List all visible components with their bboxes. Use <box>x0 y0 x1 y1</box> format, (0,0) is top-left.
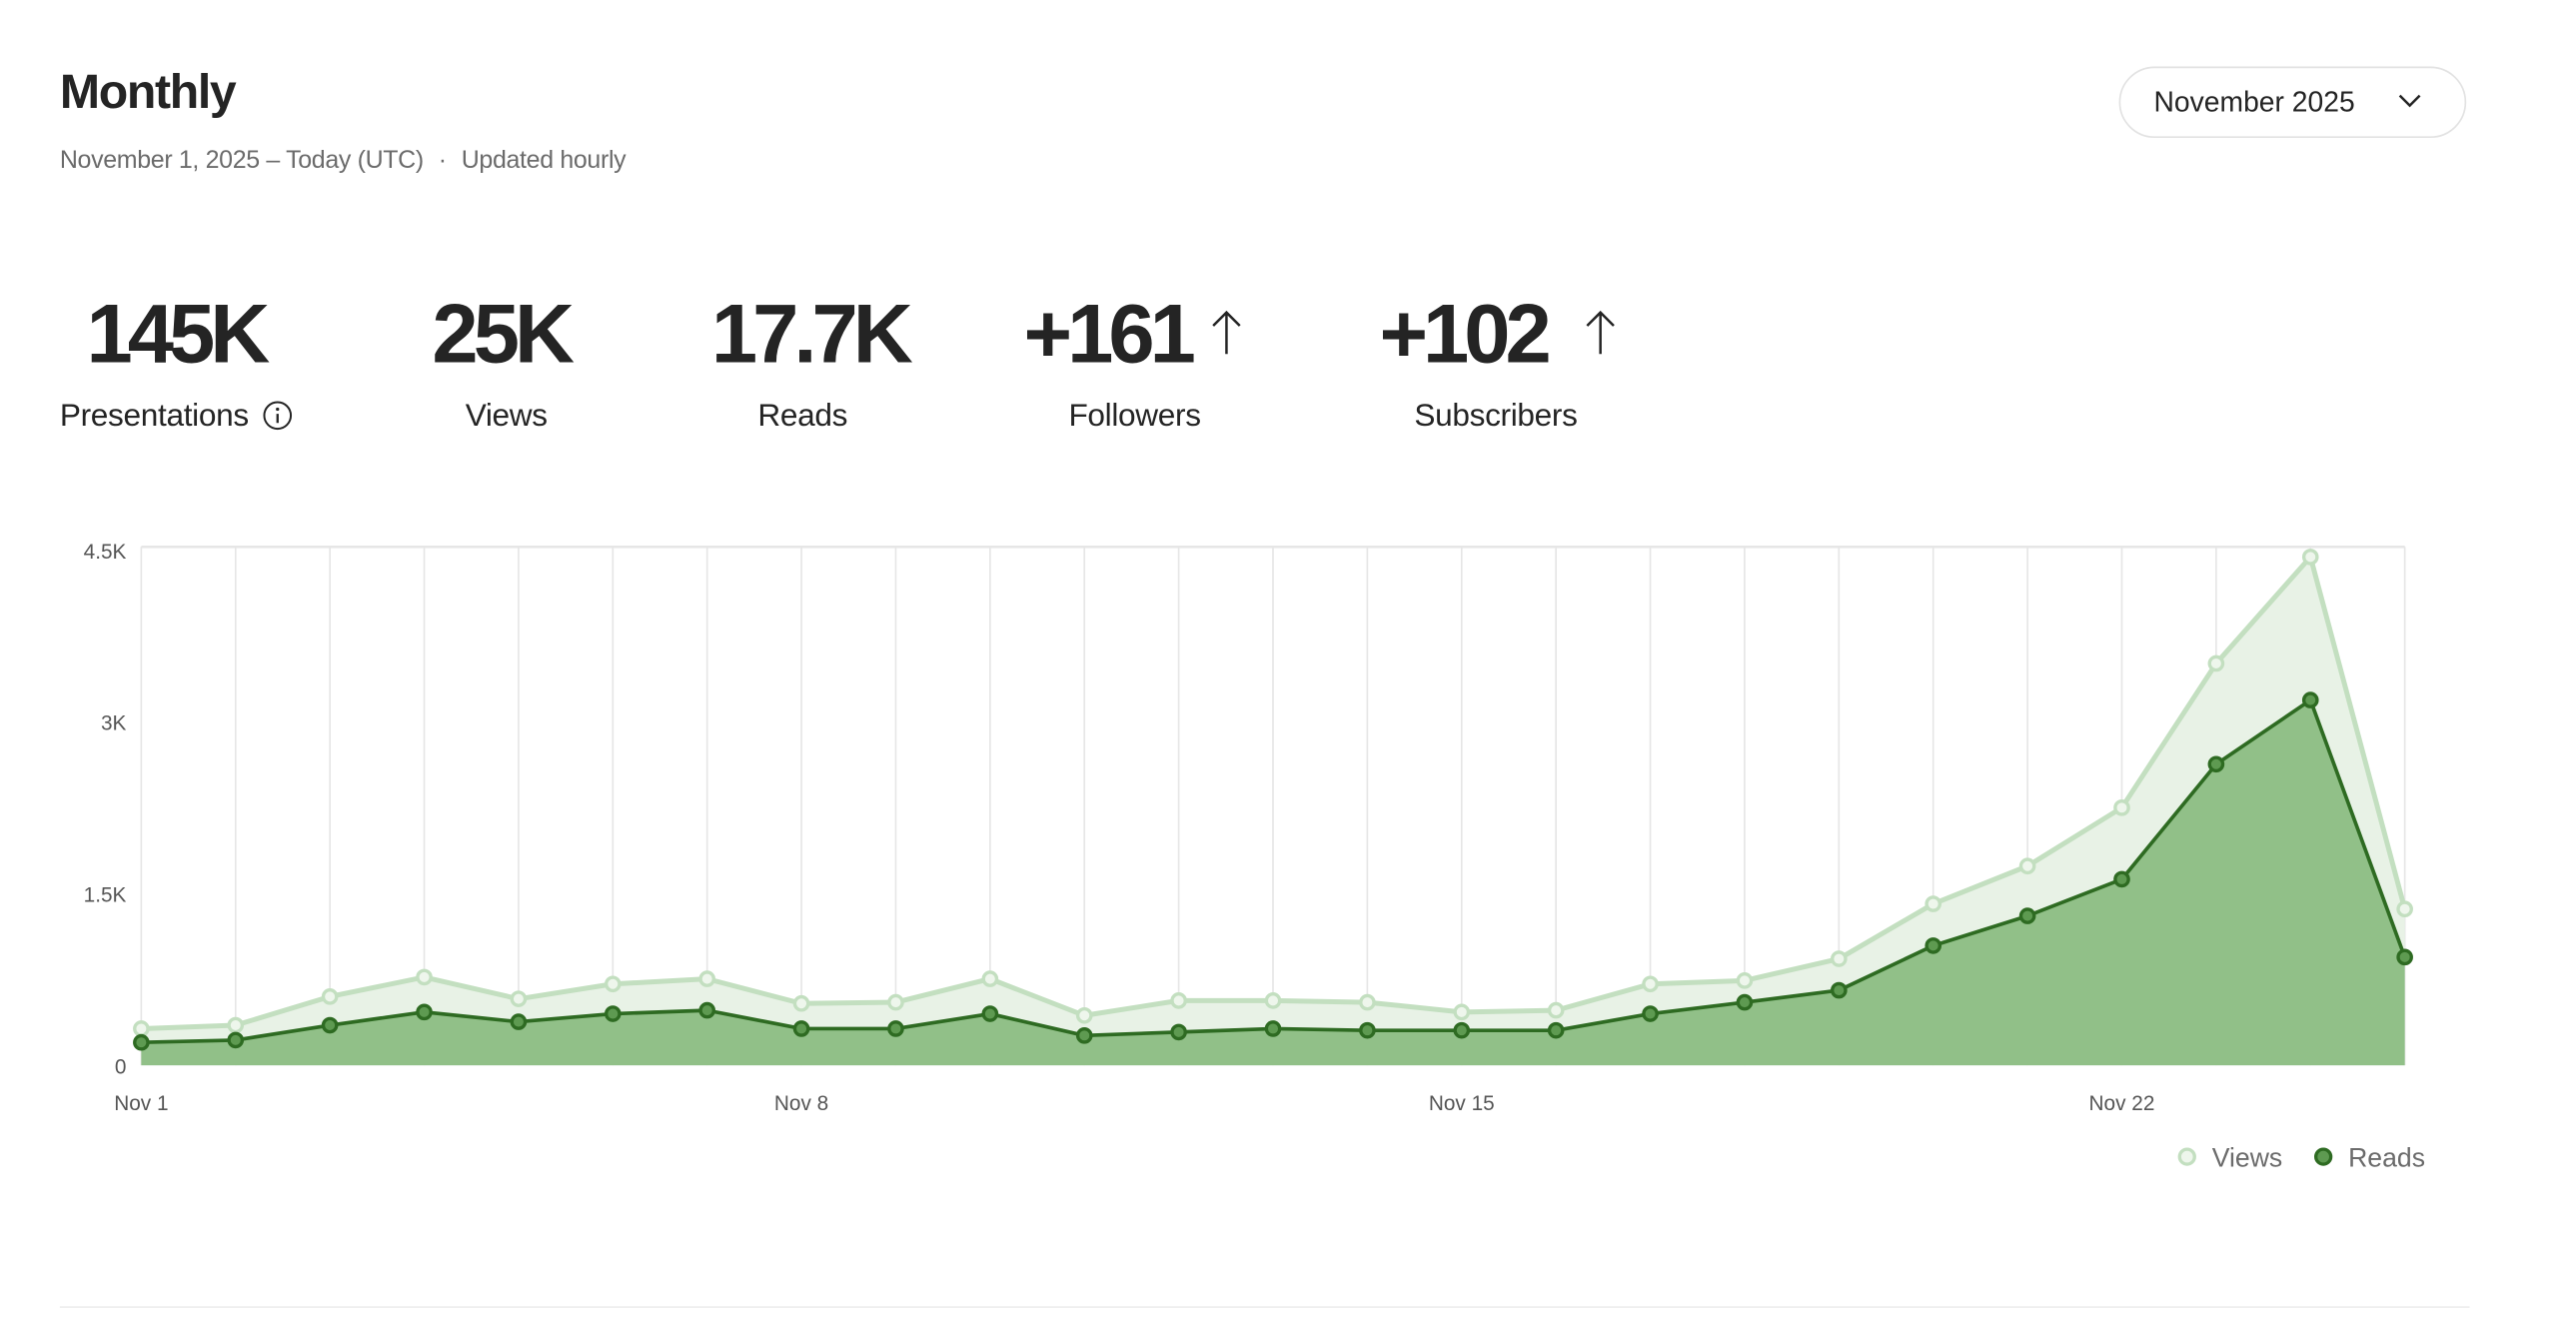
point-views <box>792 994 810 1012</box>
point-reads <box>1547 1021 1565 1039</box>
page-title: Monthly <box>59 66 237 120</box>
arrow-up-icon <box>1586 310 1615 355</box>
point-views <box>981 970 999 987</box>
point-reads <box>1264 1020 1282 1037</box>
point-views <box>698 970 716 987</box>
point-reads <box>416 1003 433 1021</box>
point-views <box>2207 655 2225 672</box>
point-views <box>416 968 433 986</box>
separator: · <box>438 146 447 175</box>
stat-label-text: Presentations <box>59 399 249 435</box>
point-views <box>1736 972 1754 989</box>
stat-presentations-label: Presentations <box>60 399 292 436</box>
point-reads <box>227 1031 245 1049</box>
period-dropdown-value: November 2025 <box>2153 85 2355 118</box>
point-reads <box>321 1016 339 1034</box>
x-tick-label: Nov 15 <box>1429 1092 1495 1115</box>
chart-areas <box>141 557 2405 1066</box>
point-views <box>1359 993 1376 1011</box>
point-views <box>1170 992 1187 1009</box>
x-tick-label: Nov 1 <box>114 1092 168 1115</box>
point-reads <box>1075 1027 1093 1044</box>
x-tick-label: Nov 8 <box>774 1092 828 1115</box>
subtitle: November 1, 2025 – Today (UTC) · Updated h… <box>59 146 627 175</box>
point-reads <box>1736 993 1754 1011</box>
stat-subscribers-label: Subscribers <box>1414 399 1578 435</box>
point-views <box>2301 549 2319 566</box>
stat-presentations-value: 145K <box>86 287 270 381</box>
divider <box>59 1306 2470 1308</box>
period-dropdown[interactable]: November 2025 <box>2118 66 2467 139</box>
point-reads <box>792 1020 810 1037</box>
point-reads <box>1359 1021 1376 1039</box>
chart-legend: Views Reads <box>2177 1143 2425 1173</box>
point-reads <box>1831 981 1848 999</box>
stat-followers-label: Followers <box>1068 399 1201 435</box>
point-views <box>1642 975 1659 993</box>
legend-label-reads: Reads <box>2348 1143 2425 1173</box>
stat-subscribers-value: +102 <box>1379 287 1551 381</box>
y-axis-ticks: 0 1.5K 3K 4.5K <box>84 541 127 1079</box>
point-reads <box>2018 907 2036 924</box>
stat-views-value: 25K <box>432 287 575 381</box>
point-views <box>2018 857 2036 875</box>
legend-marker-reads <box>2314 1147 2333 1166</box>
x-axis-ticks: Nov 1 Nov 8 Nov 15 Nov 22 <box>114 1092 2154 1115</box>
y-tick-label: 0 <box>115 1055 127 1078</box>
y-tick-label: 3K <box>101 712 127 735</box>
info-icon[interactable] <box>262 401 292 431</box>
stat-reads-value: 17.7K <box>710 287 913 381</box>
legend-label-views: Views <box>2212 1143 2283 1173</box>
point-views <box>604 975 622 993</box>
point-views <box>1264 992 1282 1009</box>
point-views <box>2396 900 2413 918</box>
point-reads <box>2113 870 2130 888</box>
point-views <box>1831 950 1848 967</box>
point-reads <box>2301 691 2319 708</box>
legend-marker-views <box>2177 1147 2196 1166</box>
stat-reads-label: Reads <box>757 399 848 435</box>
point-reads <box>604 1005 622 1022</box>
point-views <box>1547 1001 1565 1019</box>
stat-views-label: Views <box>465 399 548 435</box>
point-views <box>227 1016 245 1034</box>
y-tick-label: 1.5K <box>84 884 127 907</box>
point-reads <box>1453 1021 1471 1039</box>
point-views <box>1453 1003 1471 1021</box>
stat-followers-value: +161 <box>1023 287 1196 381</box>
point-reads <box>887 1020 904 1037</box>
point-reads <box>1925 937 1942 954</box>
arrow-up-icon <box>1212 310 1241 355</box>
point-views <box>1925 895 1942 912</box>
point-views <box>321 988 339 1005</box>
point-reads <box>1170 1023 1187 1041</box>
update-note: Updated hourly <box>461 146 627 175</box>
area-reads <box>141 699 2405 1066</box>
point-reads <box>2396 948 2413 966</box>
y-tick-label: 4.5K <box>84 541 127 564</box>
point-views <box>2113 798 2130 816</box>
point-reads <box>698 1001 716 1019</box>
point-views <box>510 990 528 1007</box>
x-tick-label: Nov 22 <box>2089 1092 2155 1115</box>
date-range: November 1, 2025 – Today (UTC) <box>59 146 424 175</box>
point-reads <box>133 1033 150 1051</box>
point-views <box>1075 1006 1093 1024</box>
point-views <box>887 993 904 1011</box>
point-reads <box>2207 755 2225 773</box>
point-reads <box>510 1013 528 1030</box>
point-reads <box>1642 1005 1659 1022</box>
chart-points <box>133 549 2413 1051</box>
point-reads <box>981 1005 999 1022</box>
point-views <box>133 1020 150 1037</box>
chevron-down-icon <box>2398 94 2421 108</box>
